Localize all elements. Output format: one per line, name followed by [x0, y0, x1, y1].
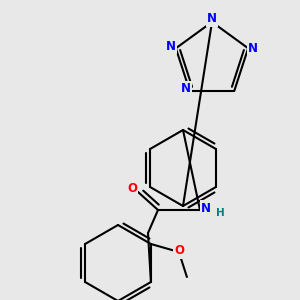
Text: N: N: [166, 40, 176, 53]
Text: N: N: [248, 42, 258, 55]
Text: O: O: [127, 182, 137, 196]
Text: N: N: [181, 82, 191, 95]
Text: H: H: [216, 208, 224, 218]
Text: N: N: [207, 13, 217, 26]
Text: N: N: [201, 202, 211, 214]
Text: O: O: [174, 244, 184, 257]
